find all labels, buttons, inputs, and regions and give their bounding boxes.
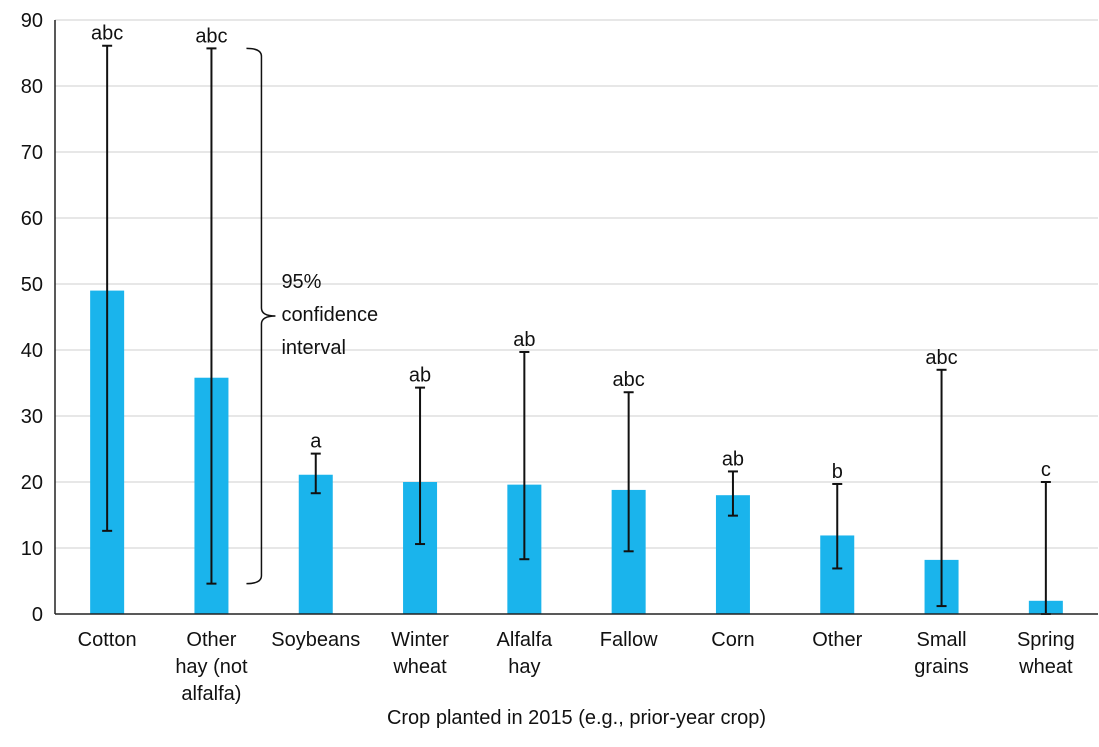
significance-labels: abc abc a ab ab abc ab b abc c (91, 23, 1051, 483)
bar (298, 474, 333, 614)
y-tick-label: 30 (21, 406, 43, 428)
category-label: wheat (1018, 656, 1073, 678)
category-label: Other (186, 629, 236, 651)
category-label: Alfalfa (497, 629, 553, 651)
brace (246, 47, 276, 585)
y-tick-label: 60 (21, 208, 43, 230)
y-tick-label: 70 (21, 142, 43, 164)
axes (54, 20, 1098, 615)
significance-label: abc (925, 347, 957, 369)
y-tick-label: 10 (21, 538, 43, 560)
confidence-interval-annotation: 95% confidence interval (246, 47, 378, 585)
significance-label: c (1041, 459, 1051, 481)
category-label: Fallow (600, 629, 658, 651)
significance-label: ab (513, 329, 535, 351)
category-label: Corn (711, 629, 754, 651)
category-labels: Cotton Other hay (not alfalfa) Soybeans Winte… (78, 629, 1075, 705)
significance-label: abc (613, 369, 645, 391)
annotation-text: confidence (281, 304, 378, 326)
y-tick-label: 0 (32, 604, 43, 626)
significance-label: ab (409, 365, 431, 387)
grid-lines (55, 19, 1098, 549)
y-tick-label: 50 (21, 274, 43, 296)
category-label: grains (914, 656, 968, 678)
category-label: Spring (1017, 629, 1075, 651)
annotation-text: 95% (281, 271, 321, 293)
x-axis-title: Crop planted in 2015 (e.g., prior-year c… (387, 707, 766, 729)
annotation-text: interval (281, 337, 345, 359)
error-bars (102, 44, 1051, 615)
category-label: alfalfa) (181, 683, 241, 705)
y-tick-label: 20 (21, 472, 43, 494)
category-label: Cotton (78, 629, 137, 651)
category-label: hay (508, 656, 540, 678)
category-label: Soybeans (271, 629, 360, 651)
y-tick-label: 90 (21, 10, 43, 32)
category-label: hay (not (175, 656, 248, 678)
category-label: Winter (391, 629, 449, 651)
category-label: wheat (392, 656, 447, 678)
bars (90, 290, 1063, 614)
category-label: Small (917, 629, 967, 651)
significance-label: a (310, 431, 322, 453)
y-tick-labels: 0 10 20 30 40 50 60 70 80 90 (21, 10, 43, 626)
significance-label: abc (91, 23, 123, 45)
significance-label: abc (195, 25, 227, 47)
y-tick-label: 80 (21, 76, 43, 98)
significance-label: ab (722, 448, 744, 470)
y-tick-label: 40 (21, 340, 43, 362)
category-label: Other (812, 629, 862, 651)
significance-label: b (832, 461, 843, 483)
